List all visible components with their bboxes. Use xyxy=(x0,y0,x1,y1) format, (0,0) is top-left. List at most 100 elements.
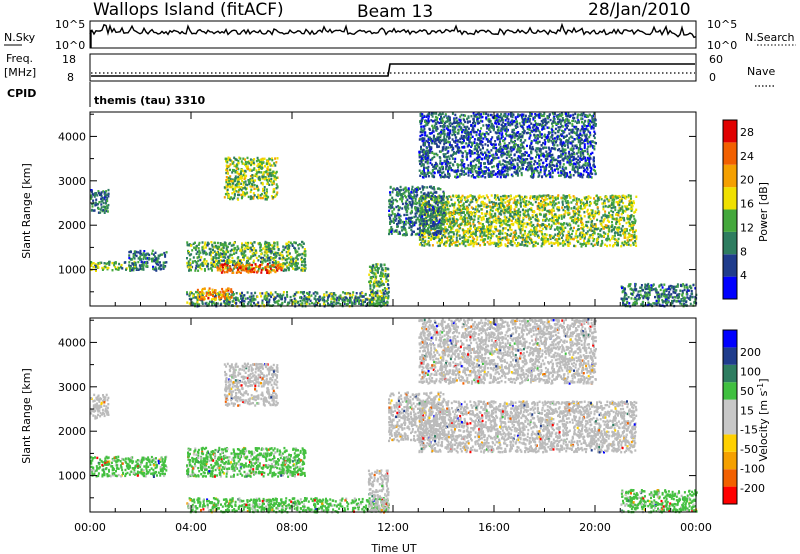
scatter-cell xyxy=(284,296,287,300)
scatter-cell xyxy=(250,300,253,303)
freq-label-2: [MHz] xyxy=(4,66,36,79)
scatter-cell xyxy=(251,252,254,256)
scatter-cell xyxy=(225,262,228,265)
scatter-cell xyxy=(461,240,464,243)
scatter-cell xyxy=(239,262,242,265)
scatter-cell xyxy=(493,204,496,208)
nave-tick-bottom: 0 xyxy=(709,71,716,84)
scatter-cell xyxy=(610,237,613,240)
scatter-cell xyxy=(260,271,263,274)
scatter-cell xyxy=(370,298,373,301)
scatter-cell xyxy=(249,197,252,201)
scatter-cell xyxy=(589,196,592,199)
scatter-cell xyxy=(386,301,389,304)
scatter-cell xyxy=(602,227,605,230)
scatter-cell xyxy=(276,245,279,249)
scatter-cell xyxy=(141,253,144,257)
scatter-cell xyxy=(474,232,477,236)
scatter-cell xyxy=(246,291,249,294)
scatter-cell xyxy=(201,241,204,244)
scatter-cell xyxy=(521,144,524,148)
scatter-cell xyxy=(492,232,495,235)
scatter-cell xyxy=(91,190,93,193)
scatter-cell xyxy=(548,242,551,245)
scatter-cell xyxy=(495,208,498,212)
scatter-cell xyxy=(248,162,251,165)
scatter-cell xyxy=(237,299,240,302)
scatter-cell xyxy=(576,207,579,210)
scatter-cell xyxy=(215,294,217,297)
scatter-cell xyxy=(507,228,510,232)
scatter-cell xyxy=(446,228,449,232)
scatter-cell xyxy=(362,299,365,302)
scatter-cell xyxy=(517,194,520,198)
scatter-cell xyxy=(631,237,634,240)
scatter-cell xyxy=(292,294,295,298)
scatter-cell xyxy=(232,261,235,264)
scatter-cell xyxy=(630,209,633,212)
scatter-cell xyxy=(314,298,317,301)
scatter-cell xyxy=(246,267,249,270)
scatter-cell xyxy=(591,209,594,212)
scatter-cell xyxy=(489,211,492,214)
scatter-cell xyxy=(579,199,582,203)
scatter-cell xyxy=(152,257,155,260)
scatter-cell xyxy=(458,208,461,211)
scatter-cell xyxy=(607,215,610,219)
scatter-cell xyxy=(257,301,260,304)
scatter-cell xyxy=(197,264,200,267)
scatter-cell xyxy=(376,292,379,295)
scatter-cell xyxy=(227,303,230,306)
scatter-cell xyxy=(210,241,213,244)
scatter-cell xyxy=(207,267,210,271)
scatter-cell xyxy=(517,214,520,218)
scatter-cell xyxy=(343,298,346,302)
scatter-cell xyxy=(239,271,242,274)
scatter-cell xyxy=(505,238,508,242)
scatter-cell xyxy=(383,263,386,266)
scatter-cell xyxy=(214,296,217,300)
scatter-cell xyxy=(246,246,249,249)
scatter-cell xyxy=(521,238,524,241)
scatter-cell xyxy=(472,112,475,115)
scatter-cell xyxy=(95,198,98,201)
scatter-cell xyxy=(535,219,538,222)
scatter-cell xyxy=(467,239,470,242)
scatter-cell xyxy=(439,222,442,225)
scatter-cell xyxy=(190,269,192,272)
scatter-cell xyxy=(424,242,427,246)
scatter-cell xyxy=(512,163,515,166)
scatter-cell xyxy=(186,243,189,246)
scatter-cell xyxy=(382,301,385,305)
scatter-cell xyxy=(230,248,233,252)
scatter-cell xyxy=(572,237,574,241)
scatter-cell xyxy=(544,239,547,242)
scatter-cell xyxy=(107,192,110,195)
scatter-cell xyxy=(223,196,226,199)
scatter-cell xyxy=(532,195,535,198)
scatter-cell xyxy=(498,206,501,209)
scatter-cell xyxy=(471,200,474,203)
scatter-cell xyxy=(608,237,610,241)
scatter-cell xyxy=(454,133,457,137)
nsearch-label: N.Search xyxy=(745,31,795,44)
scatter-cell xyxy=(499,237,502,241)
scatter-cell xyxy=(386,287,388,291)
scatter-cell xyxy=(567,230,570,233)
scatter-cell xyxy=(286,251,289,254)
scatter-cell xyxy=(631,201,633,204)
scatter-cell xyxy=(589,200,592,204)
scatter-cell xyxy=(566,234,569,237)
scatter-cell xyxy=(506,220,509,223)
scatter-cell xyxy=(509,225,512,228)
scatter-cell xyxy=(249,158,252,161)
scatter-cell xyxy=(444,217,447,220)
scatter-cell xyxy=(594,199,597,202)
scatter-cell xyxy=(225,164,228,167)
scatter-cell xyxy=(628,239,631,242)
scatter-cell xyxy=(243,174,246,178)
scatter-cell xyxy=(492,241,495,245)
scatter-cell xyxy=(226,245,229,249)
scatter-cell xyxy=(260,171,263,174)
scatter-cell xyxy=(557,234,560,238)
